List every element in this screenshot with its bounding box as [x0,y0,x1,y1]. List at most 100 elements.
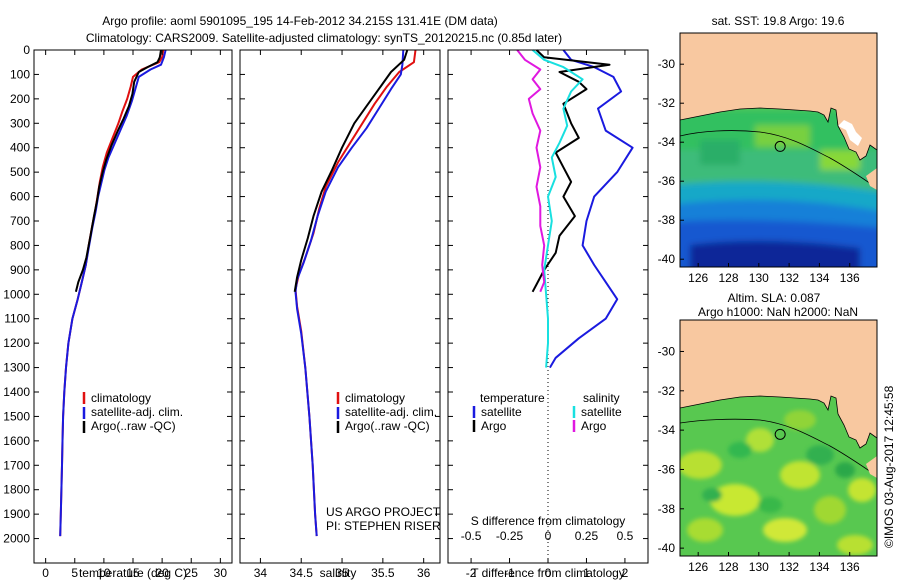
y-tick-label: 200 [10,92,30,106]
map-y-tick-label: -36 [658,462,676,476]
panel-temperature: 0100200300400500600700800900100011001200… [3,43,233,580]
map-y-tick-label: -30 [658,57,676,71]
map-y-tick-label: -30 [658,344,676,358]
difference-x-label: T difference from climatology [471,566,625,580]
credit-project: US ARGO PROJECT [326,505,441,519]
map-y-tick-label: -40 [658,541,676,555]
y-tick-label: 1900 [3,507,30,521]
map-x-tick-label: 126 [688,560,708,574]
y-tick-label: 800 [10,238,30,252]
map-y-tick-label: -36 [658,174,676,188]
map-sst: 126 128 130 132 134 136 -30 -32 -34 -36 -38 -40 [658,32,878,285]
x-tick-label: 36 [417,566,431,580]
difference-series [516,49,634,369]
sla-land [680,320,877,448]
map-y-tick-label: -34 [658,423,676,437]
salinity-x-label: salinity [320,566,357,580]
y-tick-label: 700 [10,214,30,228]
credit-pi: PI: STEPHEN RISER [326,519,441,533]
map-y-tick-label: -32 [658,96,676,110]
sst-map-marker [774,140,786,152]
legend-temp-satellite: satellite [481,405,522,419]
difference-x-axis: -2 -1 0 1 2 [466,50,629,580]
x-tick-label: 34.5 [290,566,314,580]
top-tick-label: -0.5 [461,529,482,543]
legend-satellite: satellite-adj. clim. [345,405,437,419]
map-x-tick-label: 130 [749,560,769,574]
sla-map-axes: 126 128 130 132 134 136 -30 -32 -34 -36 -38 -40 [658,344,860,574]
salinity-legend: climatology satellite-adj. clim. Argo(..… [336,391,437,433]
map-y-tick-label: -34 [658,135,676,149]
x-tick-label: 0 [545,566,552,580]
y-tick-label: 1400 [3,385,30,399]
salinity-x-axis: 34 34.5 35 35.5 36 [254,50,431,580]
difference-legend: temperature salinity satellite Argo sate… [472,391,622,433]
sla-map-title: Altim. SLA: 0.087 [728,291,821,305]
y-tick-label: 400 [10,141,30,155]
legend-temp-argo: Argo [481,419,507,433]
map-x-tick-label: 128 [718,560,738,574]
x-tick-label: 15 [126,566,140,580]
series-line-argo-raw-qc- [293,49,409,292]
y-tick-label: 1800 [3,483,30,497]
legend-header-salinity: salinity [583,391,620,405]
map-y-tick-label: -38 [658,502,676,516]
x-tick-label: 0 [42,566,49,580]
difference-top-ticks: -0.5 -0.25 0 0.25 0.5 [461,529,634,543]
temperature-y-axis: 0 100 200 300 400 500 600 700 800 900 1000 1100 1200… [3,43,232,546]
panel-difference: -2 -1 0 1 2 -0.5 -0.25 0 0.25 0.5 T difference f… [447,49,649,580]
profile-location-marker [774,140,786,152]
sst-land-mask [838,120,862,146]
salinity-y-ticks [240,49,440,540]
legend-satellite: satellite-adj. clim. [91,405,183,419]
top-tick-label: 0 [545,529,552,543]
sst-coastline [680,107,877,161]
y-tick-label: 2000 [3,532,30,546]
panel-frame [239,49,441,564]
panel-salinity: 34 34.5 35 35.5 36 salinity climatology sate… [239,49,441,580]
y-tick-label: 0 [23,43,30,57]
sst-land-edge [866,168,877,190]
map-frame [679,32,878,268]
x-tick-label: 34 [254,566,268,580]
map-x-tick-label: 128 [718,271,738,285]
header-line1: Argo profile: aoml 5901095_195 14-Feb-20… [102,14,498,28]
map-x-tick-label: 132 [779,560,799,574]
sla-map-marker [774,428,786,440]
series-line-argo-raw-qc- [74,49,162,293]
salinity-series [293,49,417,537]
x-tick-label: 5 [71,566,78,580]
sst-depth-contour [680,130,877,189]
sla-depth-contour [680,418,877,477]
y-tick-label: 1600 [3,434,30,448]
y-tick-label: 1000 [3,287,30,301]
legend-sal-argo: Argo [581,419,607,433]
series-line-climatology [59,49,165,537]
map-y-tick-label: -40 [658,252,676,266]
x-tick-label: -1 [504,566,515,580]
y-tick-label: 900 [10,263,30,277]
map-x-tick-label: 134 [809,271,829,285]
y-tick-label: 300 [10,116,30,130]
x-tick-label: 2 [622,566,629,580]
map-x-tick-label: 136 [840,560,860,574]
series-line-salinity-satellite [531,49,584,368]
series-line-salinity-argo [516,49,546,293]
series-line-satellite-adj-clim- [59,49,167,537]
legend-header-temperature: temperature [480,391,545,405]
temperature-x-label: temperature (deg C) [79,566,187,580]
profile-location-marker [774,428,786,440]
temperature-legend: climatology satellite-adj. clim. Argo(..… [82,391,183,433]
x-tick-label: 35 [335,566,349,580]
y-tick-label: 1300 [3,361,30,375]
sla-map-subtitle: Argo h1000: NaN h2000: NaN [698,305,858,319]
y-tick-label: 1100 [4,312,30,326]
x-tick-label: 10 [97,566,111,580]
map-y-tick-label: -38 [658,213,676,227]
x-tick-label: 20 [155,566,169,580]
sst-land [680,33,877,160]
y-tick-label: 600 [10,190,30,204]
y-tick-label: 100 [10,67,30,81]
map-sla: 126 128 130 132 134 136 -30 -32 -34 -36 -38 -40 [658,319,878,574]
